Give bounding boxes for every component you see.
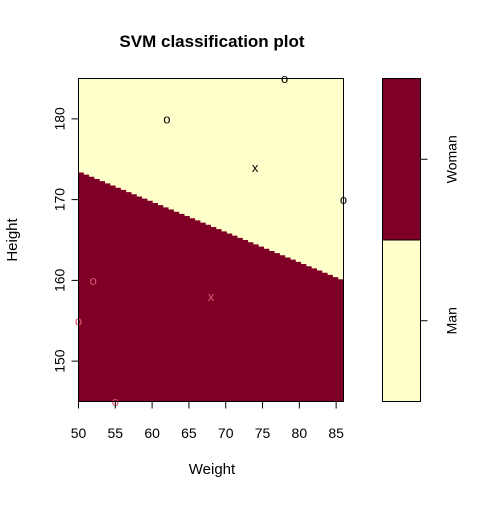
y-tick-label: 180 xyxy=(52,107,68,131)
x-tick-label: 60 xyxy=(144,425,160,441)
x-axis-label: Weight xyxy=(189,461,236,478)
data-point: o xyxy=(163,111,170,126)
data-point: x xyxy=(252,160,259,175)
plot-area: oxoooxoo xyxy=(75,71,347,409)
x-tick-label: 85 xyxy=(328,425,344,441)
class-legend: Man Woman xyxy=(383,79,460,402)
x-tick-label: 50 xyxy=(71,425,87,441)
data-point: x xyxy=(208,289,215,304)
legend-label-man: Man xyxy=(444,307,460,334)
y-axis-label: Height xyxy=(4,217,21,261)
legend-label-woman: Woman xyxy=(444,135,460,183)
x-tick-label: 80 xyxy=(292,425,308,441)
x-tick-label: 55 xyxy=(108,425,124,441)
data-point: o xyxy=(90,273,97,288)
y-tick-label: 170 xyxy=(52,188,68,212)
x-tick-label: 75 xyxy=(255,425,271,441)
legend-swatch-man xyxy=(383,240,421,402)
x-tick-label: 70 xyxy=(218,425,234,441)
legend-swatch-woman xyxy=(383,79,421,241)
y-tick-label: 160 xyxy=(52,268,68,292)
y-axis: 150 160 170 180 xyxy=(52,107,79,373)
y-tick-label: 150 xyxy=(52,349,68,373)
x-tick-label: 65 xyxy=(181,425,197,441)
chart-title: SVM classification plot xyxy=(119,32,304,51)
